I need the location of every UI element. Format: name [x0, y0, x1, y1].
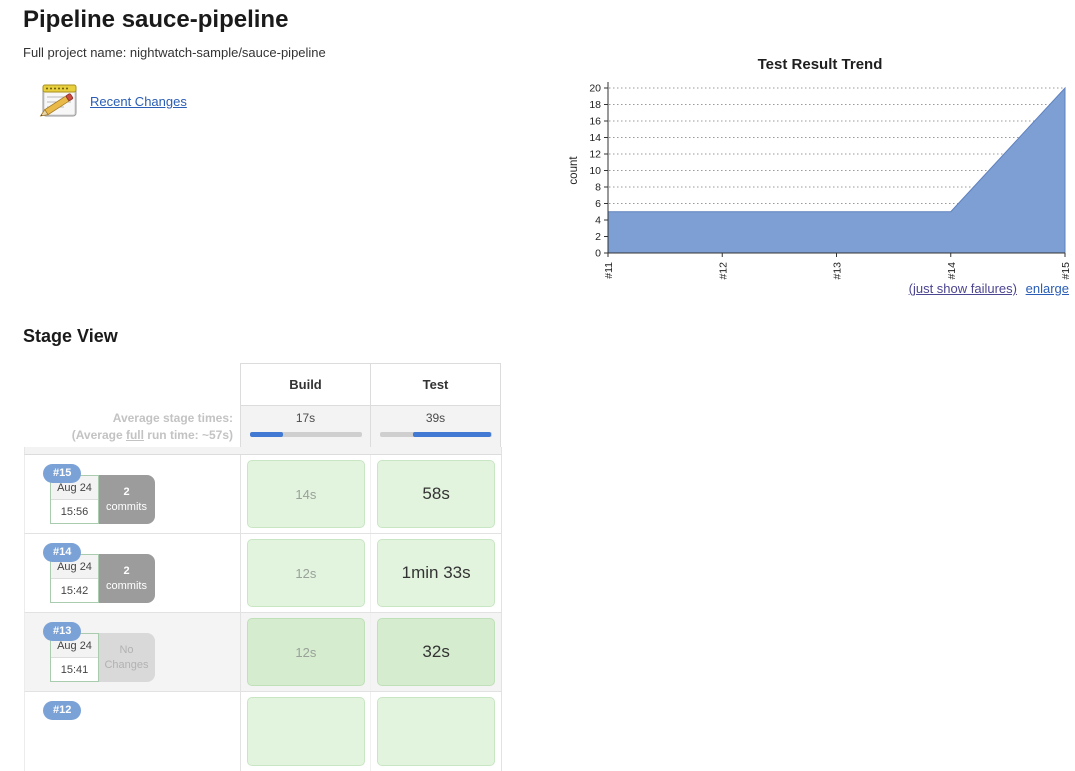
stage-view-table: Build Test Average stage times: (Average… — [24, 363, 502, 771]
svg-text:#14: #14 — [946, 262, 958, 280]
svg-text:#12: #12 — [717, 262, 729, 280]
stage-duration — [377, 697, 495, 766]
svg-text:4: 4 — [595, 215, 601, 227]
stage-cell-build[interactable]: 14s — [241, 455, 372, 533]
test-result-trend-chart: Test Result Trend 0 2 4 6 8 10 12 14 16 18 20 #11 #1… — [565, 56, 1075, 284]
stage-duration: 32s — [377, 618, 495, 686]
run-row-13: #13 Aug 24 15:41 No Changes 12s 32s — [24, 613, 502, 692]
no-changes-badge: No Changes — [98, 633, 155, 682]
svg-text:18: 18 — [589, 99, 601, 111]
enlarge-link[interactable]: enlarge — [1025, 281, 1069, 296]
run-datetime-box[interactable]: Aug 24 15:56 — [50, 475, 99, 524]
svg-text:14: 14 — [589, 132, 601, 144]
stage-cell-build[interactable] — [241, 692, 372, 771]
run-info-cell: #15 Aug 24 15:56 2 commits — [25, 455, 241, 533]
stage-columns-header: Build Test — [240, 363, 502, 406]
stage-duration: 58s — [377, 460, 495, 528]
commits-badge[interactable]: 2 commits — [98, 554, 155, 603]
stage-duration: 12s — [246, 539, 366, 607]
build-number-badge[interactable]: #13 — [43, 622, 82, 641]
svg-text:#15: #15 — [1060, 262, 1072, 280]
stage-view-heading: Stage View — [23, 326, 118, 346]
run-info-cell: #12 — [25, 692, 241, 771]
run-info-cell: #14 Aug 24 15:42 2 commits — [25, 534, 241, 612]
average-stage-times-row: Average stage times: (Average full run t… — [24, 406, 502, 447]
svg-text:2: 2 — [595, 231, 601, 243]
build-number-badge[interactable]: #14 — [43, 543, 82, 562]
avg-build-cell: 17s — [240, 406, 371, 447]
notepad-icon — [38, 78, 82, 125]
svg-text:16: 16 — [589, 116, 601, 128]
stage-cell-test[interactable]: 58s — [370, 455, 501, 533]
run-datetime-box[interactable]: Aug 24 15:42 — [50, 554, 99, 603]
table-divider-strip — [24, 447, 502, 455]
recent-changes-row: Recent Changes — [38, 78, 187, 125]
stage-duration: 12s — [246, 618, 366, 686]
recent-changes-link[interactable]: Recent Changes — [90, 94, 187, 109]
svg-text:0: 0 — [595, 248, 601, 260]
build-number-badge[interactable]: #15 — [43, 464, 82, 483]
stage-duration — [246, 697, 366, 766]
run-row-15: #15 Aug 24 15:56 2 commits 14s 58s — [24, 455, 502, 534]
svg-text:#13: #13 — [832, 262, 844, 280]
svg-text:#11: #11 — [603, 262, 615, 279]
commits-badge[interactable]: 2 commits — [98, 475, 155, 524]
stage-cell-test[interactable]: 1min 33s — [370, 534, 501, 612]
test-progress-bar — [379, 432, 492, 437]
stage-cell-test[interactable]: 32s — [370, 613, 501, 691]
run-time: 15:41 — [51, 658, 98, 681]
run-info-cell: #13 Aug 24 15:41 No Changes — [25, 613, 241, 691]
column-header-test: Test — [370, 363, 501, 406]
trend-area-chart: 0 2 4 6 8 10 12 14 16 18 20 #11 #12 #13 #14 #15 count — [568, 82, 1072, 280]
avg-build-duration: 17s — [295, 411, 316, 425]
run-row-12: #12 — [24, 692, 502, 771]
avg-test-duration: 39s — [425, 411, 446, 425]
chart-title: Test Result Trend — [757, 56, 883, 73]
run-time: 15:42 — [51, 579, 98, 602]
svg-text:6: 6 — [595, 198, 601, 210]
just-show-failures-link[interactable]: (just show failures) — [908, 281, 1017, 296]
build-number-badge[interactable]: #12 — [43, 701, 82, 720]
run-row-14: #14 Aug 24 15:42 2 commits 12s 1min 33s — [24, 534, 502, 613]
column-header-build: Build — [240, 363, 371, 406]
stage-cell-test[interactable] — [370, 692, 501, 771]
build-progress-bar — [249, 432, 362, 437]
stage-duration: 1min 33s — [377, 539, 495, 607]
stage-duration: 14s — [246, 460, 366, 528]
svg-text:8: 8 — [595, 182, 601, 194]
stage-cell-build[interactable]: 12s — [241, 613, 372, 691]
average-stage-times-label: Average stage times: (Average full run t… — [71, 411, 233, 442]
stage-cell-build[interactable]: 12s — [241, 534, 372, 612]
page-title: Pipeline sauce-pipeline — [23, 6, 289, 33]
svg-text:10: 10 — [589, 165, 601, 177]
svg-text:12: 12 — [589, 149, 601, 161]
svg-text:20: 20 — [589, 83, 601, 95]
avg-test-cell: 39s — [370, 406, 501, 447]
run-time: 15:56 — [51, 500, 98, 523]
svg-text:count: count — [568, 156, 580, 185]
full-project-name: Full project name: nightwatch-sample/sau… — [23, 45, 326, 60]
